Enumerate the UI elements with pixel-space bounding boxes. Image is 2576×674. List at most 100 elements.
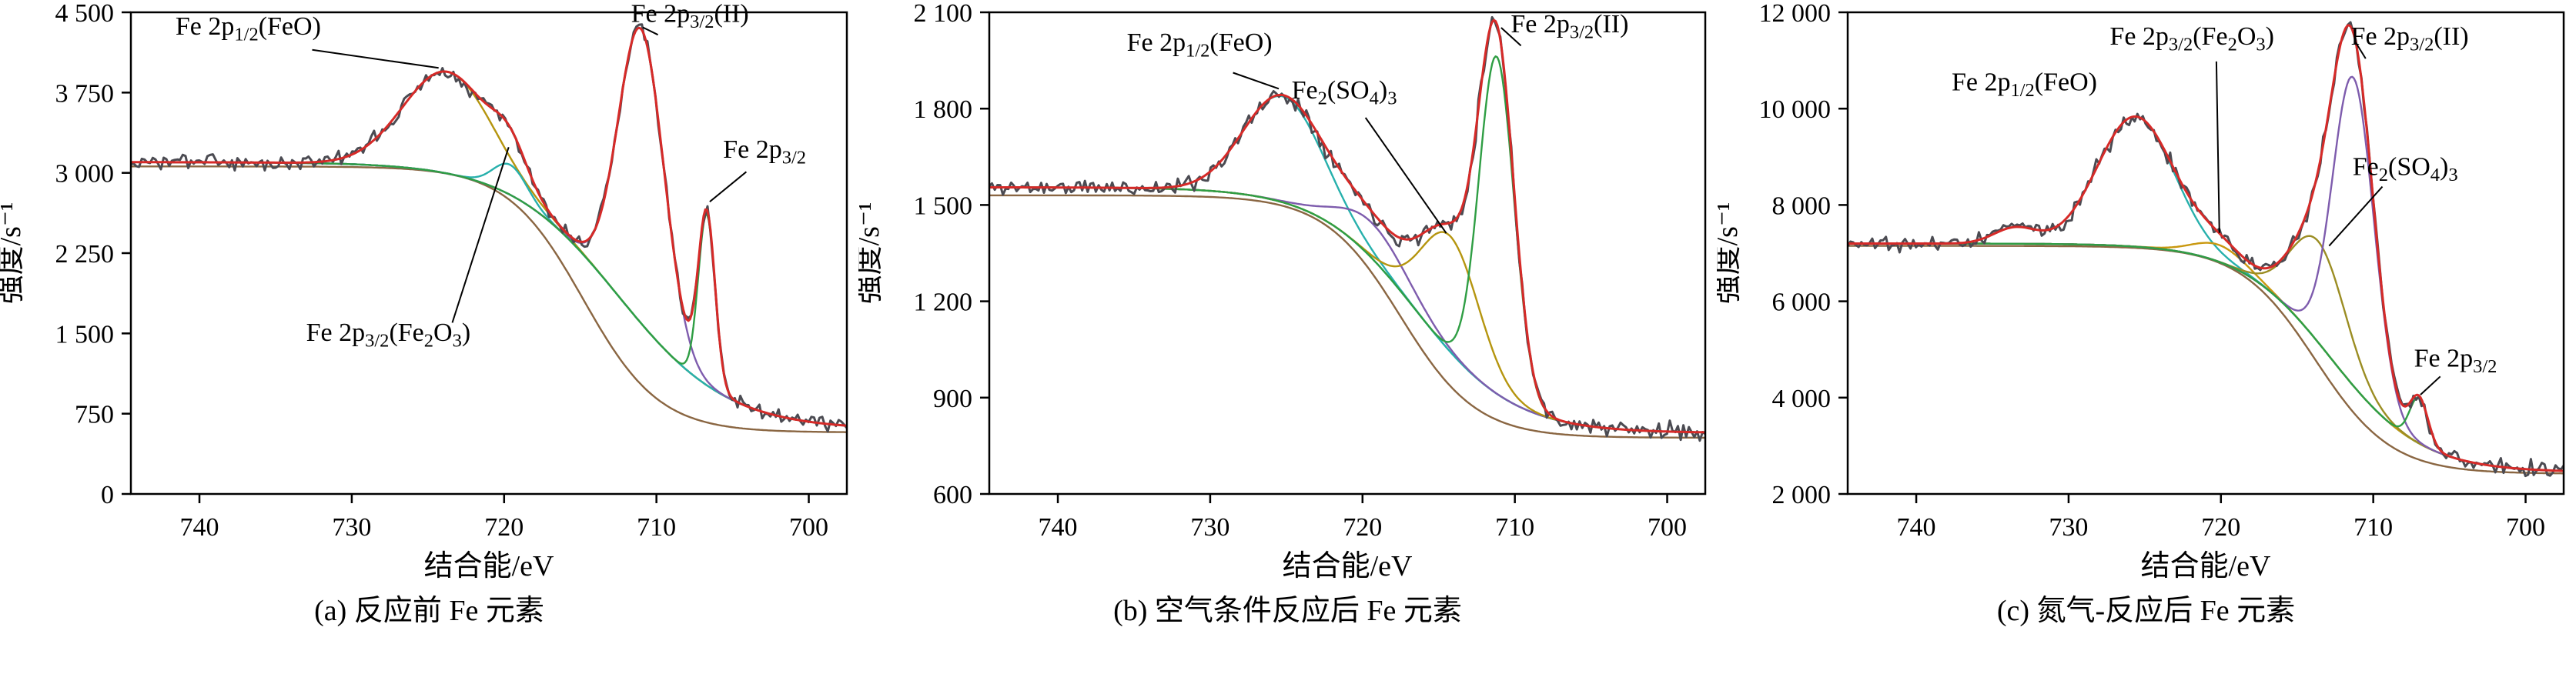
x-tick-label: 740 — [1039, 513, 1078, 542]
y-tick-label: 4 000 — [1772, 385, 1832, 413]
annotation-text: Fe 2p3/2 — [2414, 345, 2497, 378]
series-peak-broad-satellite — [989, 186, 1705, 434]
series-peak-fe2p12-feo — [131, 70, 847, 427]
series-peak-fe2p12-feo — [989, 95, 1705, 434]
x-tick-label: 710 — [1495, 513, 1534, 542]
y-tick-label: 1 800 — [914, 95, 973, 124]
y-axis: 2 000 4 000 6 000 8 000 10 000 12 000 — [1759, 0, 1848, 509]
annotation-pointer-line — [1364, 117, 1447, 234]
series-background — [989, 186, 1705, 434]
annotation-text: Fe 2p3/2(II) — [631, 0, 749, 32]
annotation: Fe2(SO4)3 — [2328, 153, 2458, 247]
annotation: Fe 2p3/2 — [2414, 345, 2497, 395]
x-tick-label: 700 — [789, 513, 828, 542]
y-axis: 600 900 1 200 1 500 1 800 2 100 — [914, 0, 989, 509]
xps-chart-c: 740 730 720 710 700 2 000 4 000 6 000 8 000 10 00… — [1717, 0, 2565, 582]
annotations: Fe 2p1/2(FeO) Fe 2p3/2(Fe2O3) Fe 2p3/2(II)… — [1952, 22, 2497, 395]
series-background — [131, 161, 847, 427]
xps-chart-b: 740 730 720 710 700 600 900 1 200 1 500 1 800 2 10… — [858, 0, 1707, 582]
annotation-text: Fe 2p3/2(II) — [2351, 22, 2469, 55]
annotation-text: Fe 2p3/2 — [723, 135, 806, 168]
plot-frame — [988, 11, 1707, 495]
x-tick-label: 740 — [180, 513, 219, 542]
series-peak-fe2so43 — [989, 186, 1705, 434]
y-tick-label: 3 000 — [55, 160, 115, 189]
xps-panel-b: 740 730 720 710 700 600 900 1 200 1 500 1 800 2 10… — [858, 0, 1717, 674]
plot-frame — [129, 11, 848, 495]
y-tick-label: 4 500 — [55, 0, 115, 28]
series-peak-fe2p32-ii — [131, 27, 847, 427]
annotation-text: Fe 2p3/2(Fe2O3) — [306, 319, 471, 352]
series-background-lower — [131, 165, 847, 433]
annotation: Fe 2p3/2(Fe2O3) — [2109, 22, 2274, 233]
x-axis: 740 730 720 710 700 — [1897, 494, 2545, 542]
annotation-text: Fe 2p1/2(FeO) — [1127, 28, 1273, 62]
x-tick-label: 720 — [2201, 513, 2240, 542]
annotation: Fe 2p3/2(II) — [631, 0, 749, 36]
x-tick-label: 720 — [1343, 513, 1382, 542]
annotation-text: Fe 2p3/2(Fe2O3) — [2109, 22, 2274, 55]
annotation-text: Fe 2p1/2(FeO) — [1952, 68, 2097, 100]
y-axis-label: 强度/s⁻¹ — [1717, 202, 1744, 305]
y-tick-label: 0 — [101, 481, 114, 509]
y-tick-label: 1 200 — [914, 289, 973, 317]
annotation-pointer-line — [2354, 41, 2367, 59]
y-axis: 0 750 1 500 2 250 3 000 3 750 4 500 — [55, 0, 131, 509]
series-fit-envelope — [1848, 24, 2564, 472]
annotation: Fe 2p3/2(II) — [1500, 10, 1628, 47]
plot-series — [989, 15, 1705, 442]
annotation: Fe 2p1/2(FeO) — [176, 12, 439, 69]
x-tick-label: 730 — [2049, 513, 2088, 542]
annotation-text: Fe 2p1/2(FeO) — [176, 12, 321, 45]
series-peak-fe2p32-fe2o3 — [131, 161, 847, 427]
x-tick-label: 740 — [1897, 513, 1936, 542]
annotation: Fe 2p1/2(FeO) — [1952, 68, 2097, 100]
series-fit-envelope — [131, 26, 847, 427]
y-tick-label: 2 000 — [1772, 481, 1832, 509]
y-tick-label: 8 000 — [1772, 192, 1832, 220]
x-tick-label: 700 — [2506, 513, 2545, 542]
x-tick-label: 730 — [1190, 513, 1229, 542]
annotation-text: Fe 2p3/2(II) — [1510, 10, 1628, 43]
annotation: Fe 2p3/2(II) — [2351, 22, 2469, 59]
y-tick-label: 1 500 — [55, 320, 115, 349]
xps-chart-a: 740 730 720 710 700 0 750 1 500 2 250 3 000 3 750 4… — [0, 0, 848, 582]
y-tick-label: 6 000 — [1772, 289, 1832, 317]
xps-panel-c: 740 730 720 710 700 2 000 4 000 6 000 8 000 10 00… — [1717, 0, 2575, 674]
panel-c-caption: (c) 氮气-反应后 Fe 元素 — [1996, 595, 2296, 627]
series-peak-fe2p32-metal — [131, 161, 847, 427]
x-axis-label: 结合能/eV — [1283, 550, 1413, 582]
x-tick-label: 730 — [332, 513, 371, 542]
annotation-pointer-line — [2328, 185, 2384, 247]
annotations: Fe 2p1/2(FeO) Fe2(SO4)3 Fe 2p3/2(II) — [1127, 10, 1628, 234]
annotation: Fe 2p1/2(FeO) — [1127, 28, 1280, 90]
x-tick-label: 710 — [637, 513, 676, 542]
annotation: Fe2(SO4)3 — [1292, 76, 1447, 234]
annotation: Fe 2p3/2 — [709, 135, 806, 202]
y-tick-label: 3 750 — [55, 79, 115, 108]
series-background-lower — [989, 194, 1705, 439]
xps-panel-a: 740 730 720 710 700 0 750 1 500 2 250 3 000 3 750 4… — [0, 0, 858, 674]
annotation-pointer-line — [2420, 375, 2441, 395]
x-axis: 740 730 720 710 700 — [180, 494, 828, 542]
y-axis-label: 强度/s⁻¹ — [0, 202, 27, 305]
annotation-pointer-line — [451, 146, 510, 323]
annotation-pointer-line — [1233, 72, 1280, 90]
plot-frame — [1846, 11, 2565, 495]
x-tick-label: 710 — [2354, 513, 2393, 542]
y-tick-label: 750 — [75, 401, 114, 429]
x-axis: 740 730 720 710 700 — [1039, 494, 1687, 542]
plot-series — [131, 23, 847, 433]
y-tick-label: 2 100 — [914, 0, 973, 28]
y-tick-label: 2 250 — [55, 240, 115, 269]
y-tick-label: 600 — [933, 481, 972, 509]
y-axis-label: 强度/s⁻¹ — [858, 202, 885, 305]
series-fit-envelope — [989, 18, 1705, 434]
annotation-text: Fe2(SO4)3 — [2353, 153, 2458, 186]
y-tick-label: 12 000 — [1759, 0, 1832, 28]
annotation-pointer-line — [2215, 61, 2220, 233]
panel-b-caption: (b) 空气条件反应后 Fe 元素 — [1113, 595, 1462, 627]
series-raw-data — [131, 23, 847, 433]
plot-series — [1848, 21, 2564, 478]
